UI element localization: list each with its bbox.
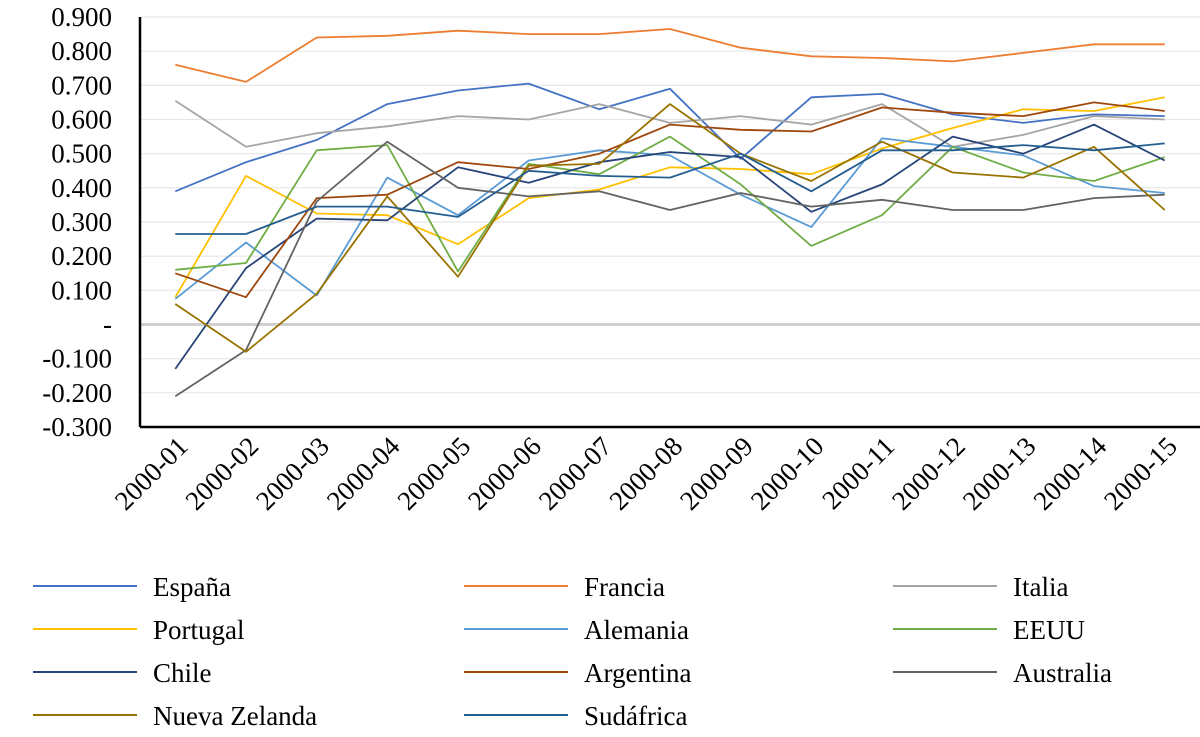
legend-label: Argentina: [584, 658, 691, 688]
legend: España Francia Italia Portugal Alemania EEUU C…: [33, 572, 1112, 731]
legend-label: Portugal: [153, 615, 245, 645]
legend-item: Australia: [893, 658, 1112, 688]
legend-item: Argentina: [464, 658, 691, 688]
y-tick-label: 0.700: [51, 70, 112, 100]
legend-label: Chile: [153, 658, 212, 688]
y-tick-labels: 0.900 0.800 0.700 0.600 0.500 0.400 0.300 0.200…: [42, 2, 112, 442]
legend-label: Alemania: [584, 615, 689, 645]
legend-label: Italia: [1013, 572, 1068, 602]
series-line-espa-a: [174, 82, 1165, 193]
x-tick-labels: 2000-012000-022000-032000-042000-052000-…: [109, 431, 1183, 516]
legend-item: Alemania: [464, 615, 689, 645]
series-line-francia: [175, 28, 1165, 83]
series-line-australia: [174, 140, 1165, 398]
series-lines: [174, 28, 1166, 398]
legend-item: EEUU: [893, 615, 1085, 645]
legend-item: Chile: [33, 658, 212, 688]
y-tick-label: 0.400: [51, 173, 112, 203]
x-tick-label: 2000-14: [1027, 431, 1112, 516]
x-tick-label: 2000-13: [957, 431, 1042, 516]
legend-item: Francia: [464, 572, 665, 602]
x-tick-label: 2000-05: [391, 431, 476, 516]
axes: [138, 17, 1200, 429]
x-tick-label: 2000-15: [1098, 431, 1183, 516]
x-tick-label: 2000-10: [745, 431, 830, 516]
legend-label: EEUU: [1013, 615, 1085, 645]
y-tick-label: 0.300: [51, 207, 112, 237]
x-tick-label: 2000-07: [533, 431, 618, 516]
series-line-nueva-zelanda: [174, 103, 1166, 353]
legend-label: Australia: [1013, 658, 1112, 688]
gridlines: [140, 16, 1200, 394]
x-tick-label: 2000-11: [816, 431, 900, 515]
y-tick-label: 0.200: [51, 241, 112, 271]
legend-item: Sudáfrica: [464, 701, 687, 731]
x-tick-label: 2000-12: [886, 431, 971, 516]
x-tick-label: 2000-06: [462, 431, 547, 516]
y-tick-label: 0.500: [51, 139, 112, 169]
series-line-italia: [174, 99, 1165, 148]
y-tick-label: 0.100: [51, 275, 112, 305]
y-tick-label: 0.900: [51, 2, 112, 32]
y-tick-label: -0.100: [42, 344, 112, 374]
legend-item: España: [33, 572, 231, 602]
x-tick-label: 2000-01: [109, 431, 194, 516]
legend-label: Francia: [584, 572, 665, 602]
series-line-argentina: [175, 101, 1165, 299]
series-line-alemania: [174, 137, 1165, 300]
legend-item: Italia: [893, 572, 1068, 602]
y-tick-label: -0.200: [42, 378, 112, 408]
x-tick-label: 2000-08: [603, 431, 688, 516]
y-tick-label: 0.600: [51, 105, 112, 135]
series-line-sud-frica: [175, 142, 1165, 235]
legend-label: Nueva Zelanda: [153, 701, 317, 731]
series-line-chile: [174, 123, 1166, 370]
legend-label: Sudáfrica: [584, 701, 687, 731]
y-tick-label: 0.800: [51, 36, 112, 66]
legend-label: España: [153, 572, 231, 602]
x-tick-label: 2000-02: [179, 431, 264, 516]
x-tick-label: 2000-04: [321, 431, 406, 516]
x-tick-label: 2000-09: [674, 431, 759, 516]
series-line-eeuu: [175, 135, 1165, 273]
legend-item: Portugal: [33, 615, 245, 645]
y-tick-label: -: [103, 310, 112, 340]
y-tick-label: -0.300: [42, 412, 112, 442]
x-tick-label: 2000-03: [250, 431, 335, 516]
legend-item: Nueva Zelanda: [33, 701, 317, 731]
